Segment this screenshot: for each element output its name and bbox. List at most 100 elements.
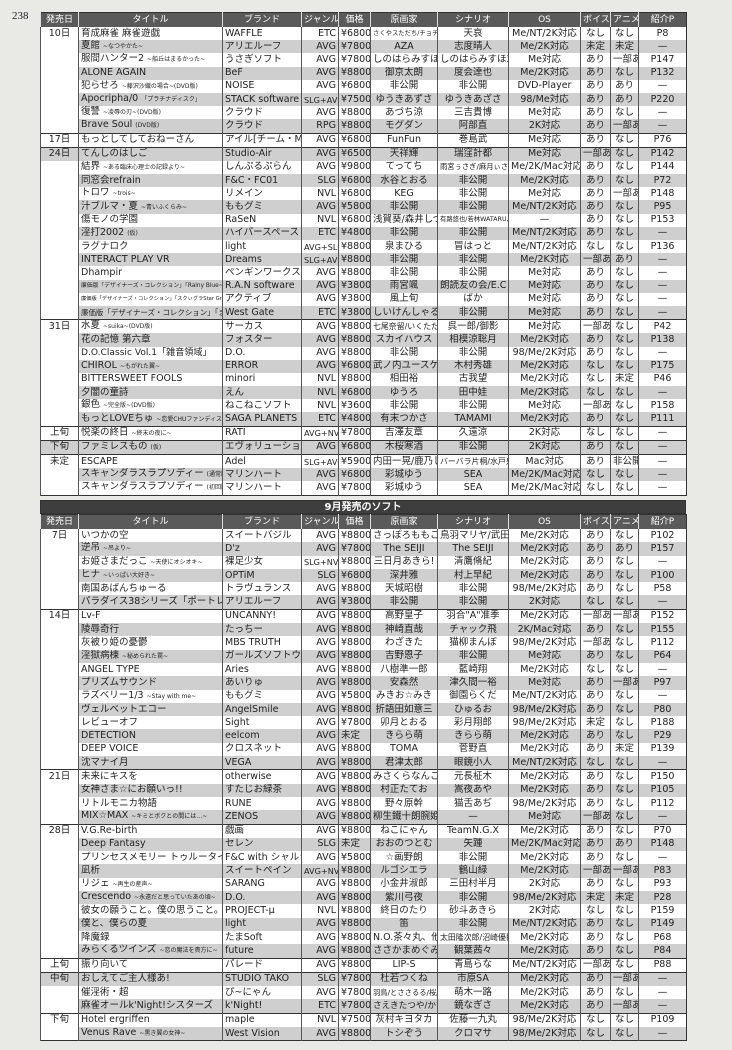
column-header-intro-page: 紹介P	[638, 12, 687, 27]
os-cell: Me/2K/Mac対応	[508, 837, 581, 852]
anime: あり	[614, 838, 634, 850]
anime: なし	[614, 959, 634, 971]
brand: ももグミ	[225, 690, 264, 702]
release-date: 17日	[48, 134, 71, 146]
artist: N.O.茶々丸、他	[373, 931, 438, 943]
artist-cell: 小金井淑郎	[370, 877, 438, 892]
intro-page: —	[657, 427, 668, 439]
price: ¥8800	[341, 703, 371, 715]
release-table-september: 発売日 タイトル ブランド ジャンル 価格 原画家 シナリオ OS ボイス アニメ 紹介P 7日 いつか…	[40, 514, 687, 1042]
scenario: 木村秀雄	[453, 360, 492, 372]
anime-cell: なし	[610, 1012, 639, 1027]
scenario-cell: 志度晴人	[437, 40, 509, 54]
price-cell: ¥7800	[338, 53, 371, 67]
voice: あり	[585, 784, 605, 796]
intro-page: P175	[650, 360, 675, 372]
os-cell: Me/2K対応	[508, 386, 581, 400]
anime-cell: なし	[610, 386, 639, 400]
table-row: 夕闇の童詩 えん NVL ¥6800 ゆうろ 田中娃 Me/2K対応 なし なし —	[40, 386, 687, 400]
os-cell: Me/2K/Mac対応	[508, 160, 581, 175]
artist: きらら萌	[384, 730, 423, 742]
genre: AVG	[316, 542, 336, 554]
scenario: バーバラ片桐/水戸泉,他	[440, 456, 509, 466]
genre: AVG	[316, 730, 336, 742]
brand: WAFFLE	[225, 27, 263, 39]
anime: なし	[614, 106, 634, 118]
scenario-cell: TeamN.G.X	[437, 823, 509, 838]
os-cell: Me/2K対応	[508, 608, 581, 624]
price-cell: ¥4800	[338, 412, 371, 427]
title: Lv-F	[81, 610, 101, 622]
os-cell: Me対応	[508, 187, 581, 201]
title-cell: リジェ ~再生の産声~	[78, 877, 223, 892]
anime-cell: なし	[610, 213, 639, 227]
os-cell: Me/NT/2K対応	[508, 957, 581, 973]
title: 廉価版「デザイナーズ・コレクション」「Rainy Blue~6月の雨~」	[81, 283, 223, 290]
genre: AVG	[316, 959, 336, 971]
scenario: 鶴山緑	[458, 865, 488, 877]
scenario-cell: 非公開	[437, 200, 509, 214]
artist: 相田裕	[389, 373, 419, 385]
voice-cell: あり	[580, 346, 611, 360]
price: ¥8800	[341, 825, 371, 837]
artist-cell: きらら萌	[370, 729, 438, 743]
os-cell: Me対応	[508, 266, 581, 280]
brand: RUNE	[225, 797, 252, 809]
intro-page: P148	[650, 838, 675, 850]
brand-cell: クロスネット	[222, 742, 302, 757]
genre: AVG	[316, 878, 336, 890]
intro-page: P84	[653, 944, 672, 956]
subtitle: ~黒き翼の女神~	[139, 1030, 186, 1038]
title-cell: BITTERSWEET FOOLS	[78, 372, 223, 387]
brand-cell: WAFFLE	[222, 27, 302, 41]
intro-page: P93	[653, 878, 672, 890]
table-row: 同窓会refrain F&C・FC01 SLG ¥6800 水谷とおる 非公開 Me/2K対…	[40, 174, 687, 188]
scenario-cell: 木村秀雄	[437, 359, 509, 373]
artist-cell: KEG	[370, 187, 438, 201]
release-date-cell	[40, 864, 79, 878]
title: 女神さま☆にお願いっ!!	[81, 784, 183, 796]
title: V.G.Re-birth	[81, 825, 138, 837]
os: Me/2K対応	[520, 770, 569, 782]
voice: なし	[585, 481, 605, 493]
artist: 安森然	[389, 676, 419, 688]
artist: 武ノ内ユースケ	[373, 360, 438, 372]
title-cell: 逆吊 ~吊より~	[78, 542, 223, 556]
brand: SAGA PLANETS	[225, 413, 298, 425]
price-cell: ¥8800	[338, 372, 371, 387]
table-row: 21日未来にキスをotherwiseAVG¥8800みさくらなんこつ元長柾木Me…	[40, 769, 687, 784]
table-row: MIX☆MAX ~キミとボクとの間には…~ ZENOS AVG ¥8800 柳生鐵十朗腕姫…	[40, 810, 687, 825]
intro-page: P152	[650, 610, 675, 622]
intro-page-cell: P136	[638, 240, 687, 254]
title-cell: レビューオフ	[78, 716, 223, 730]
genre-cell: AVG	[301, 132, 339, 148]
scenario: 鏡なぎさ	[453, 1000, 492, 1012]
table-row: INTERACT PLAY VRDreamsSLG+AVG¥8800非公開非公開…	[40, 253, 687, 267]
os: Me/NT/2K対応	[512, 959, 577, 971]
os: Me/2K/Mac対応	[511, 838, 581, 850]
anime-cell: なし	[610, 200, 639, 214]
artist-cell: ☆画野朗	[370, 851, 438, 865]
scenario-cell: 御園らくだ	[437, 689, 509, 703]
table-row: 彼女の願うこと。僕の思うこと。 PROJECT-μ NVL ¥8800 終日のたり 砂斗あ…	[40, 904, 687, 918]
release-date-cell: 下旬	[40, 1012, 79, 1027]
voice: なし	[585, 1014, 605, 1026]
column-header-release-date: 発売日	[40, 12, 79, 27]
anime-cell: なし	[610, 240, 639, 254]
scenario-cell: 朗読友の会/E.C	[437, 279, 509, 293]
genre-cell: AVG	[301, 917, 339, 931]
table-row: 催淫術・超ぴ~にゃんAVG¥7800羽鳥/とささるる/桜/吉田萌木一路Me/2K…	[40, 986, 687, 1000]
subtitle: ~終末の夜に~	[131, 429, 172, 437]
anime-cell: なし	[610, 636, 639, 650]
os: —	[539, 214, 550, 226]
price: ¥7500	[341, 93, 371, 105]
genre: AVG	[316, 1027, 336, 1039]
title: プリズムサウンド	[81, 676, 158, 688]
release-date-cell	[40, 253, 79, 267]
intro-page-cell: —	[638, 305, 687, 320]
voice: あり	[585, 569, 605, 581]
title: MIX☆MAX	[81, 810, 129, 822]
genre: AVG	[316, 582, 336, 594]
scenario: 呉一郎/御影	[447, 320, 499, 332]
